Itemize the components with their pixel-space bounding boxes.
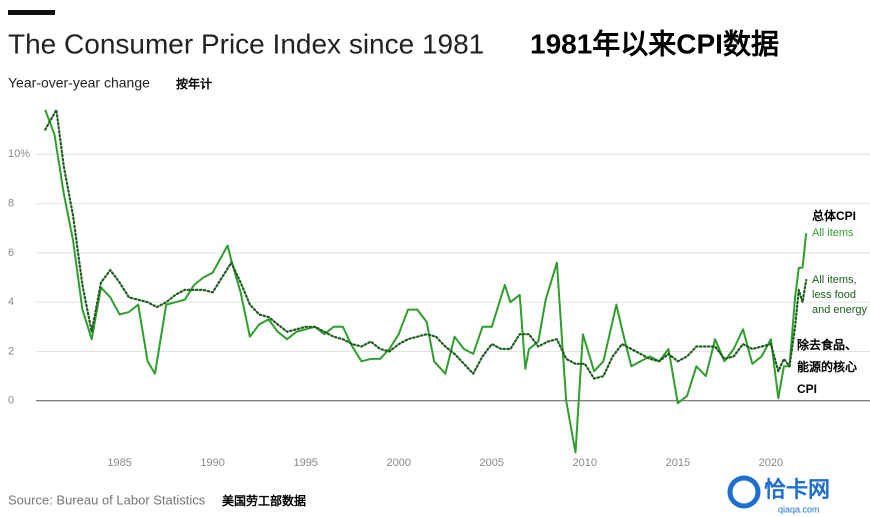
legend-cn: 除去食品、能源的核心CPI [797, 338, 858, 396]
subtitle-cn: 按年计 [176, 76, 212, 91]
y-tick-label: 2 [8, 345, 14, 357]
x-tick-label: 1985 [107, 457, 131, 469]
x-tick-label: 1995 [293, 457, 317, 469]
y-tick-label: 4 [8, 296, 14, 308]
title-bar [8, 10, 55, 15]
source-cn: 美国劳工部数据 [222, 493, 306, 508]
legend-cn: 总体CPI [812, 209, 857, 223]
legend-label: All items, less food and energy [812, 274, 868, 316]
legend-label: All items [812, 227, 854, 239]
source: Source: Bureau of Labor Statistics [8, 492, 206, 507]
watermark-name: 恰卡网 [764, 477, 830, 502]
x-tick-label: 2010 [573, 457, 597, 469]
x-tick-label: 2005 [480, 457, 504, 469]
subtitle: Year-over-year change [8, 75, 150, 91]
y-tick-label: 8 [8, 197, 14, 209]
watermark-url: qiaqa.com [778, 504, 820, 514]
watermark-logo [727, 475, 761, 509]
chart-title-cn: 1981年以来CPI数据 [530, 27, 779, 59]
series-line [44, 108, 808, 380]
series-line [44, 109, 808, 454]
y-tick-label: 6 [8, 247, 14, 259]
x-tick-label: 1990 [200, 457, 224, 469]
y-tick-label: 0 [8, 395, 14, 407]
chart-title: The Consumer Price Index since 1981 [8, 28, 484, 59]
x-tick-label: 2015 [666, 457, 690, 469]
x-tick-label: 2020 [759, 457, 783, 469]
y-tick-label: 10% [8, 148, 30, 160]
x-tick-label: 2000 [386, 457, 410, 469]
